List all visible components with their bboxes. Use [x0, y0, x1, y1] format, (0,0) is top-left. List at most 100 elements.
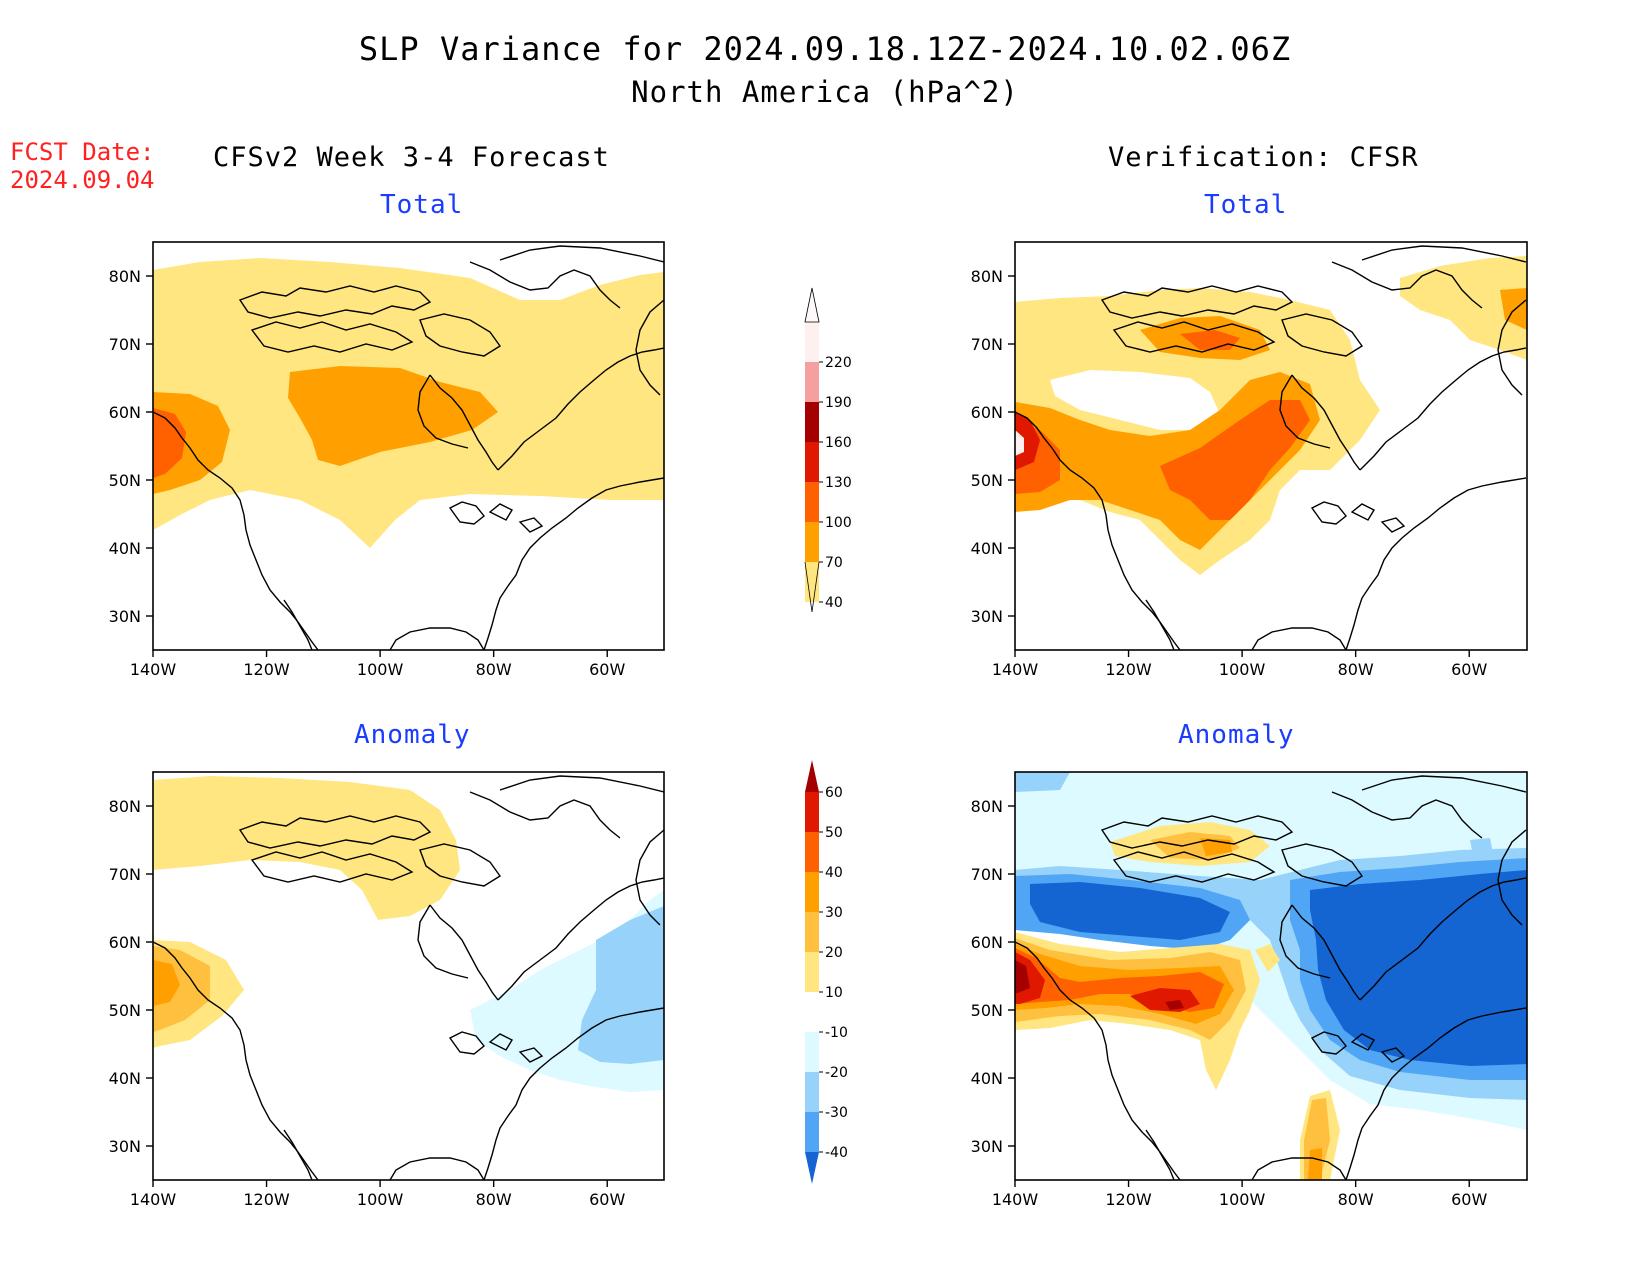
fcst-date-block: FCST Date: 2024.09.04 — [10, 138, 155, 194]
panel-title-verif-total: Total — [1204, 190, 1288, 220]
lon-tick-label: 80W — [476, 1190, 512, 1209]
lon-tick-label: 120W — [243, 1190, 290, 1209]
fcst-date: 2024.09.04 — [10, 166, 155, 194]
frame-fcst-total — [152, 241, 665, 651]
colorbar-anomaly-swatch — [805, 1072, 819, 1112]
lat-tick-label: 50N — [971, 471, 1003, 490]
lat-tick-label: 70N — [971, 335, 1003, 354]
main-subtitle: North America (hPa^2) — [631, 75, 1019, 109]
lon-tick-label: 100W — [357, 660, 404, 679]
panel-title-fcst-total: Total — [380, 190, 464, 220]
colorbar-anomaly-swatch — [805, 992, 819, 1032]
lon-tick-label: 60W — [1451, 1190, 1487, 1209]
colorbar-total-label: 190 — [825, 395, 852, 411]
colorbar-total-swatch — [805, 482, 819, 522]
lon-tick-label: 80W — [1338, 1190, 1374, 1209]
lon-tick-label: 120W — [1105, 1190, 1152, 1209]
colorbar-anomaly-swatch — [805, 832, 819, 872]
colorbar-anomaly-label: 20 — [825, 945, 843, 961]
lat-tick-label: 30N — [109, 1137, 141, 1156]
colorbar-anomaly-top-arrow — [805, 760, 819, 792]
lon-tick-label: 80W — [476, 660, 512, 679]
colorbar-anomaly-label: -20 — [825, 1065, 848, 1081]
lon-tick-label: 100W — [1219, 1190, 1266, 1209]
colorbar-total-label: 220 — [825, 355, 852, 371]
lat-tick-label: 40N — [109, 539, 141, 558]
lon-tick-label: 120W — [1105, 660, 1152, 679]
lat-tick-label: 60N — [971, 933, 1003, 952]
lat-tick-label: 80N — [971, 797, 1003, 816]
lat-tick-label: 80N — [109, 267, 141, 286]
colorbar-anomaly-label: -40 — [825, 1145, 848, 1161]
colorbar-anomaly-label: 40 — [825, 865, 843, 881]
lon-tick-label: 120W — [243, 660, 290, 679]
colorbar-total-swatch — [805, 522, 819, 562]
map-fcst-anomaly — [153, 772, 664, 1180]
lon-tick-label: 140W — [130, 1190, 177, 1209]
lat-tick-label: 50N — [971, 1001, 1003, 1020]
colorbar-anomaly-label: 10 — [825, 985, 843, 1001]
lat-tick-label: 30N — [971, 1137, 1003, 1156]
colorbar-total-swatch — [805, 362, 819, 402]
map-verif-anomaly — [1015, 772, 1527, 1180]
colorbar-total-top-arrow — [804, 287, 820, 323]
colorbar-total-swatch — [805, 562, 819, 602]
lon-tick-label: 140W — [130, 660, 177, 679]
lon-tick-label: 60W — [1451, 660, 1487, 679]
lat-tick-label: 30N — [971, 607, 1003, 626]
panel-title-verif-anomaly: Anomaly — [1178, 720, 1295, 750]
lat-tick-label: 40N — [971, 1069, 1003, 1088]
colorbar-anomaly-swatch — [805, 872, 819, 912]
colorbar-total-label: 130 — [825, 475, 852, 491]
right-column-title: Verification: CFSR — [1108, 142, 1419, 173]
lat-tick-label: 80N — [971, 267, 1003, 286]
lat-tick-label: 70N — [109, 865, 141, 884]
lat-tick-label: 60N — [109, 403, 141, 422]
colorbar-anomaly-swatch — [805, 792, 819, 832]
lat-tick-label: 40N — [971, 539, 1003, 558]
colorbar-anomaly-swatch — [805, 952, 819, 992]
left-column-title: CFSv2 Week 3-4 Forecast — [213, 142, 610, 173]
panel-title-fcst-anomaly: Anomaly — [354, 720, 471, 750]
colorbar-anomaly-label: 30 — [825, 905, 843, 921]
colorbar-layer: 40 70 100 130 160 190 220 60 50 40 30 20 10 -10 -20 -30… — [804, 287, 852, 1184]
lat-tick-label: 70N — [109, 335, 141, 354]
colorbar-total-label: 40 — [825, 595, 843, 611]
lat-tick-label: 60N — [109, 933, 141, 952]
lat-tick-label: 50N — [109, 471, 141, 490]
colorbar-total-bottom-arrow — [804, 561, 820, 613]
colorbar-anomaly-swatch — [805, 1032, 819, 1072]
lat-tick-label: 30N — [109, 607, 141, 626]
fcst-label: FCST Date: — [10, 138, 155, 166]
colorbar-anomaly-label: -10 — [825, 1025, 848, 1041]
main-title: SLP Variance for 2024.09.18.12Z-2024.10.… — [358, 30, 1292, 68]
lat-tick-label: 80N — [109, 797, 141, 816]
axes-layer: 80N 70N 60N 50N 40N 30N 140W 120W 100W 80W 60W 80N 7… — [109, 267, 1488, 1209]
frame-verif-total — [1014, 241, 1528, 651]
frame-fcst-anomaly — [152, 771, 665, 1181]
colorbar-anomaly-swatch — [805, 1112, 819, 1152]
lon-tick-label: 80W — [1338, 660, 1374, 679]
colorbar-total-label: 70 — [825, 555, 843, 571]
map-fcst-total — [153, 242, 664, 650]
colorbar-total-label: 160 — [825, 435, 852, 451]
colorbar-anomaly-label: -30 — [825, 1105, 848, 1121]
lat-tick-label: 60N — [971, 403, 1003, 422]
lon-tick-label: 140W — [992, 660, 1039, 679]
lon-tick-label: 100W — [1219, 660, 1266, 679]
frame-verif-anomaly — [1014, 771, 1528, 1181]
lon-tick-label: 60W — [589, 660, 625, 679]
colorbar-anomaly-bottom-arrow — [805, 1152, 819, 1184]
lon-tick-label: 140W — [992, 1190, 1039, 1209]
colorbar-anomaly-swatch — [805, 912, 819, 952]
map-verif-total — [1015, 242, 1527, 650]
colorbar-anomaly-label: 60 — [825, 785, 843, 801]
colorbar-total-swatch — [805, 442, 819, 482]
lat-tick-label: 50N — [109, 1001, 141, 1020]
colorbar-total-swatch — [805, 322, 819, 362]
colorbar-total-label: 100 — [825, 515, 852, 531]
colorbar-total-swatch — [805, 402, 819, 442]
lon-tick-label: 60W — [589, 1190, 625, 1209]
colorbar-anomaly-label: 50 — [825, 825, 843, 841]
